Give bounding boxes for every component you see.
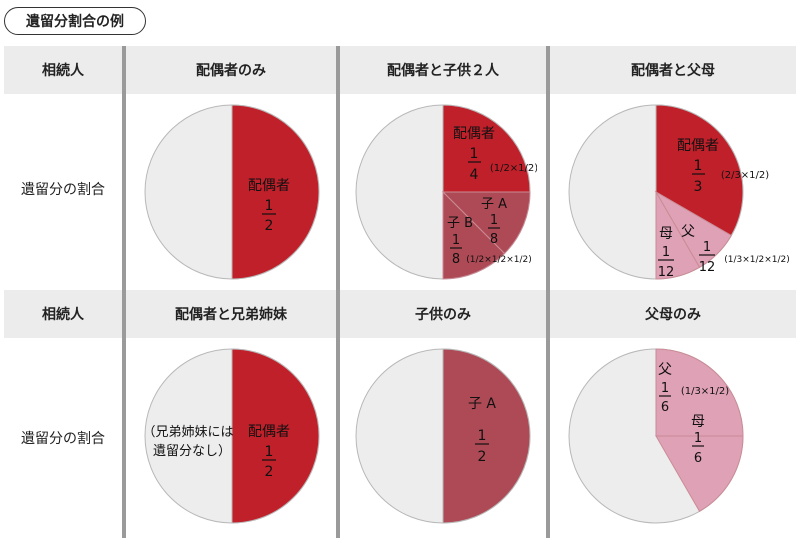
pie-spouse-parents: 配偶者 1 3 (2/3×1/2) 母 1 12 父 1 12 (1/3×1/2… xyxy=(568,104,790,280)
pie-label-spouse: 配偶者 xyxy=(248,424,290,440)
pie-label-den: 2 xyxy=(478,449,487,465)
formula-label: (1/3×1/2) xyxy=(681,386,729,397)
row-label-share-1: 遺留分の割合 xyxy=(4,94,122,284)
pie-label-mother-den: 12 xyxy=(658,265,675,280)
column-separator-1 xyxy=(122,46,126,538)
pie-label-mother: 母 xyxy=(659,226,673,242)
pie-slice-child xyxy=(442,348,531,524)
pie-label-den: 2 xyxy=(265,464,274,480)
pie-slice-spouse xyxy=(442,104,531,193)
pie-label-spouse: 配偶者 xyxy=(248,178,290,194)
header-parents-only: 父母のみ xyxy=(550,290,796,338)
pie-label-mother: 母 xyxy=(691,414,705,430)
pie-spouse-only: 配偶者 1 2 xyxy=(144,104,320,280)
formula-label: (1/2×1/2) xyxy=(490,163,537,174)
pie-label-den: 3 xyxy=(694,179,703,195)
header-heir-label: 相続人 xyxy=(4,46,122,94)
pie-label-num: 1 xyxy=(470,146,479,162)
pie-slice-father xyxy=(655,348,744,437)
pie-label-num: 1 xyxy=(478,428,487,444)
formula-label: (2/3×1/2) xyxy=(721,170,769,181)
pie-slice-child-b xyxy=(442,190,506,280)
pie-spouse-two-children: 配偶者 1 4 (1/2×1/2) 子 A 1 8 子 B 1 8 (1/2×1… xyxy=(355,104,537,280)
pie-slice-mother xyxy=(655,435,744,512)
header-spouse-parents: 配偶者と父母 xyxy=(550,46,796,94)
pie-label-father: 父 xyxy=(658,362,672,378)
pie-label-father: 父 xyxy=(681,224,695,240)
formula-label-b: (1/2×1/2×1/2) xyxy=(466,255,532,265)
pie-label-child-b: 子 B xyxy=(447,216,473,231)
header-children-only: 子供のみ xyxy=(340,290,546,338)
pie-label-mother-num: 1 xyxy=(662,245,670,260)
pie-slice-spouse xyxy=(655,104,744,237)
pie-slice-spouse xyxy=(231,348,320,524)
pie-label-child-a: 子 A xyxy=(481,197,507,212)
pie-label-father-den: 6 xyxy=(661,400,669,415)
pie-label-child-b-num: 1 xyxy=(452,233,460,248)
siblings-note-line1: （兄弟姉妹には xyxy=(142,425,233,440)
pie-label-father-num: 1 xyxy=(703,240,711,255)
header-spouse-two-children: 配偶者と子供２人 xyxy=(340,46,546,94)
column-separator-2 xyxy=(336,46,340,538)
pie-label-den: 2 xyxy=(265,218,274,234)
formula-label-parent: (1/3×1/2×1/2) xyxy=(724,255,790,265)
siblings-note-line2: 遺留分なし） xyxy=(153,444,231,459)
pie-label-spouse: 配偶者 xyxy=(677,138,719,154)
pie-label-num: 1 xyxy=(265,444,274,460)
pie-children-only: 子 A 1 2 xyxy=(355,348,531,524)
pie-slice-mother xyxy=(655,190,701,280)
header-heir-label-2: 相続人 xyxy=(4,290,122,338)
header-spouse-siblings: 配偶者と兄弟姉妹 xyxy=(126,290,336,338)
pie-label-child-a-den: 8 xyxy=(490,232,498,247)
pie-spouse-siblings: （兄弟姉妹には 遺留分なし） 配偶者 1 2 xyxy=(142,348,320,524)
pie-label-num: 1 xyxy=(694,158,703,174)
pie-slice-spouse xyxy=(231,104,320,280)
pie-label-father-num: 1 xyxy=(661,381,669,396)
pie-parents-only: 父 1 6 (1/3×1/2) 母 1 6 xyxy=(568,348,744,524)
pie-label-child: 子 A xyxy=(468,396,496,412)
pie-label-child-a-num: 1 xyxy=(490,213,498,228)
pie-label-father-den: 12 xyxy=(699,260,716,275)
pie-label-spouse: 配偶者 xyxy=(453,126,495,142)
header-spouse-only: 配偶者のみ xyxy=(126,46,336,94)
pie-label-mother-den: 6 xyxy=(694,451,702,466)
column-separator-3 xyxy=(546,46,550,538)
pie-label-mother-num: 1 xyxy=(694,431,702,446)
pie-label-child-b-den: 8 xyxy=(452,252,460,267)
pie-slice-child-a xyxy=(441,191,531,255)
row-label-share-2: 遺留分の割合 xyxy=(4,338,122,538)
pie-label-den: 4 xyxy=(470,167,479,183)
pie-label-num: 1 xyxy=(265,198,274,214)
page-title: 遺留分割合の例 xyxy=(4,7,146,35)
